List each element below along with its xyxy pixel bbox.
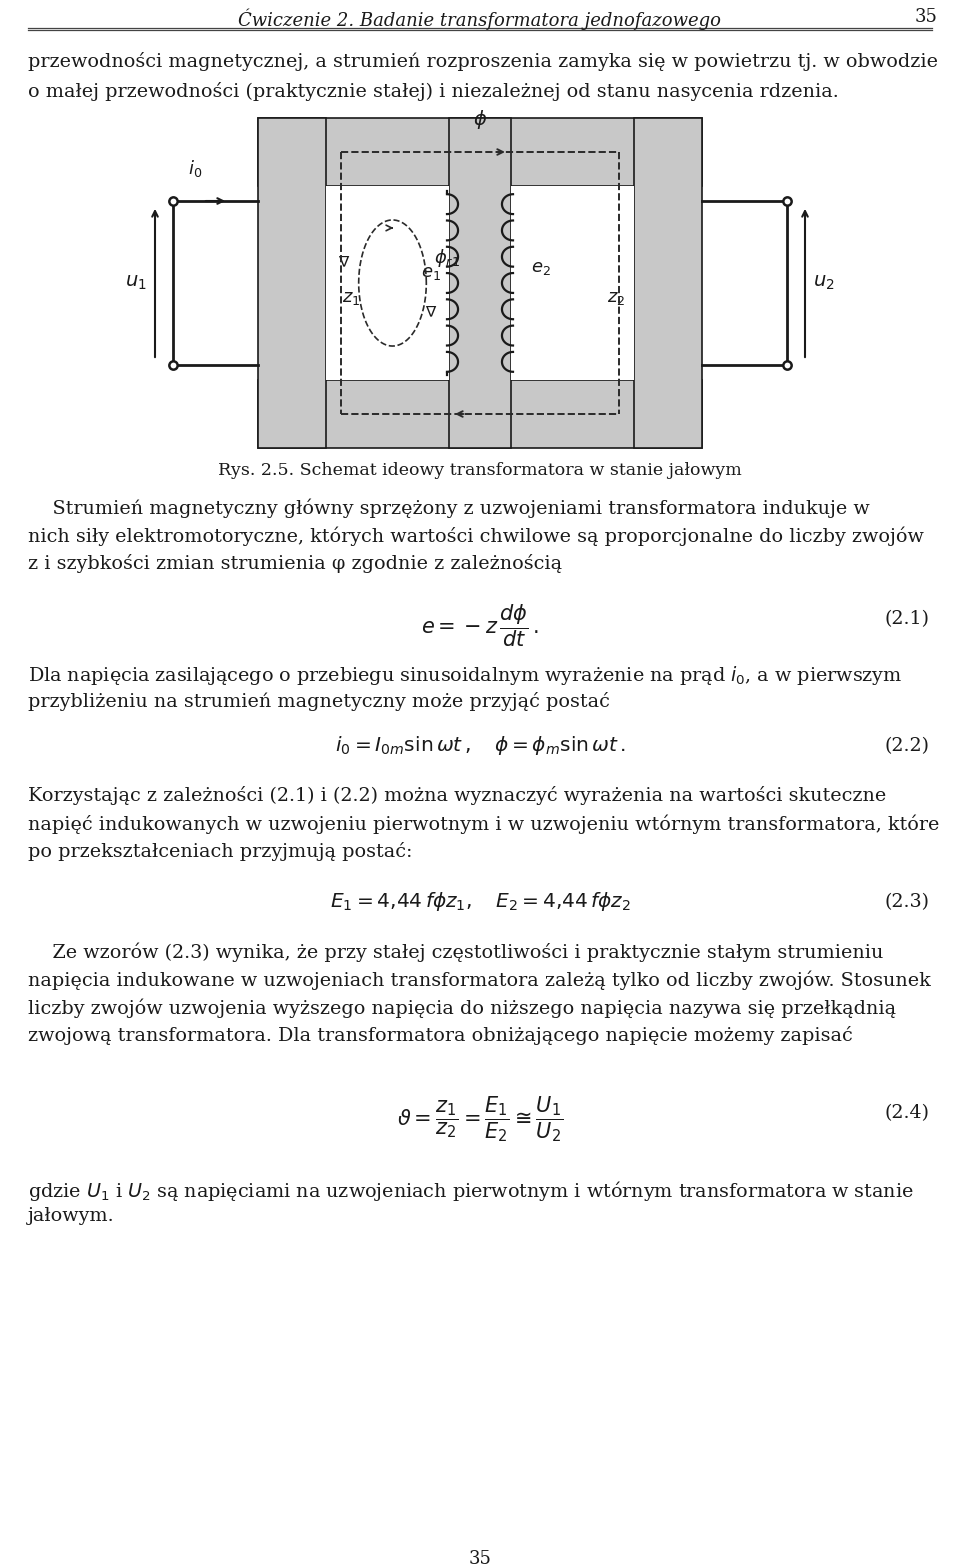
Text: napięcia indukowane w uzwojeniach transformatora zależą tylko od liczby zwojów. : napięcia indukowane w uzwojeniach transf…	[28, 970, 931, 989]
Text: jałowym.: jałowym.	[28, 1207, 114, 1225]
Text: $\vartheta = \dfrac{z_1}{z_2} = \dfrac{E_1}{E_2} \cong \dfrac{U_1}{U_2}$: $\vartheta = \dfrac{z_1}{z_2} = \dfrac{E…	[396, 1094, 564, 1144]
Bar	[258, 381, 702, 448]
Text: zwojową transformatora. Dla transformatora obniżającego napięcie możemy zapisać: zwojową transformatora. Dla transformato…	[28, 1026, 852, 1045]
Text: Dla napięcia zasilającego o przebiegu sinusoidalnym wyrażenie na prąd $i_0$, a w: Dla napięcia zasilającego o przebiegu si…	[28, 664, 902, 686]
Text: Ćwiczenie 2. Badanie transformatora jednofazowego: Ćwiczenie 2. Badanie transformatora jedn…	[238, 8, 722, 30]
Text: z i szybkości zmian strumienia φ zgodnie z zależnością: z i szybkości zmian strumienia φ zgodnie…	[28, 555, 563, 574]
Text: 35: 35	[468, 1550, 492, 1567]
Text: $u_1$: $u_1$	[125, 274, 147, 291]
Text: $\nabla$: $\nabla$	[338, 255, 350, 270]
Text: Ze wzorów (2.3) wynika, że przy stałej częstotliwości i praktycznie stałym strum: Ze wzorów (2.3) wynika, że przy stałej c…	[28, 942, 883, 962]
Text: (2.3): (2.3)	[885, 893, 930, 910]
Text: napięć indukowanych w uzwojeniu pierwotnym i w uzwojeniu wtórnym transformatora,: napięć indukowanych w uzwojeniu pierwotn…	[28, 813, 940, 834]
Text: $e_2$: $e_2$	[531, 259, 551, 277]
Text: nich siły elektromotoryczne, których wartości chwilowe są proporcjonalne do licz: nich siły elektromotoryczne, których war…	[28, 527, 924, 545]
Text: $\nabla$: $\nabla$	[425, 306, 437, 320]
Text: 35: 35	[915, 8, 938, 27]
Text: liczby zwojów uzwojenia wyższego napięcia do niższego napięcia nazywa się przełk: liczby zwojów uzwojenia wyższego napięci…	[28, 998, 896, 1017]
Text: $e_1$: $e_1$	[421, 263, 441, 282]
Text: $z_2$: $z_2$	[607, 288, 625, 307]
Text: $u_2$: $u_2$	[813, 274, 834, 291]
Text: $\phi$: $\phi$	[473, 108, 487, 132]
Bar	[511, 186, 634, 381]
Text: gdzie $U_1$ i $U_2$ są napięciami na uzwojeniach pierwotnym i wtórnym transforma: gdzie $U_1$ i $U_2$ są napięciami na uzw…	[28, 1178, 914, 1203]
Text: $\phi_{r1}$: $\phi_{r1}$	[434, 248, 460, 270]
Text: przybliżeniu na strumień magnetyczny może przyjąć postać: przybliżeniu na strumień magnetyczny moż…	[28, 693, 610, 711]
Text: $i_0 = I_{0m}\sin\omega t\,,\quad \phi = \phi_m\sin\omega t\,.$: $i_0 = I_{0m}\sin\omega t\,,\quad \phi =…	[334, 733, 626, 757]
Text: (2.2): (2.2)	[885, 736, 930, 755]
Text: $i_0$: $i_0$	[188, 158, 203, 179]
Text: $E_1 = 4{,}44\,f\phi z_1,\quad E_2 = 4{,}44\,f\phi z_2$: $E_1 = 4{,}44\,f\phi z_1,\quad E_2 = 4{,…	[329, 890, 631, 914]
Text: Rys. 2.5. Schemat ideowy transformatora w stanie jałowym: Rys. 2.5. Schemat ideowy transformatora …	[218, 462, 742, 480]
Text: przewodności magnetycznej, a strumień rozproszenia zamyka się w powietrzu tj. w : przewodności magnetycznej, a strumień ro…	[28, 52, 938, 71]
Text: (2.1): (2.1)	[885, 610, 930, 628]
Text: o małej przewodności (praktycznie stałej) i niezależnej od stanu nasycenia rdzen: o małej przewodności (praktycznie stałej…	[28, 81, 839, 100]
Text: po przekształceniach przyjmują postać:: po przekształceniach przyjmują postać:	[28, 841, 413, 860]
Text: $e = -z\,\dfrac{d\phi}{dt}\,.$: $e = -z\,\dfrac{d\phi}{dt}\,.$	[421, 602, 539, 649]
Text: Korzystając z zależności (2.1) i (2.2) można wyznaczyć wyrażenia na wartości sku: Korzystając z zależności (2.1) i (2.2) m…	[28, 787, 886, 805]
Bar	[326, 186, 449, 381]
Bar	[258, 118, 702, 186]
Bar	[258, 118, 326, 448]
Text: $z_1$: $z_1$	[342, 288, 360, 307]
Bar	[449, 118, 511, 448]
Text: Strumień magnetyczny główny sprzężony z uzwojeniami transformatora indukuje w: Strumień magnetyczny główny sprzężony z …	[28, 498, 870, 517]
Text: (2.4): (2.4)	[885, 1105, 930, 1122]
Bar	[634, 118, 702, 448]
